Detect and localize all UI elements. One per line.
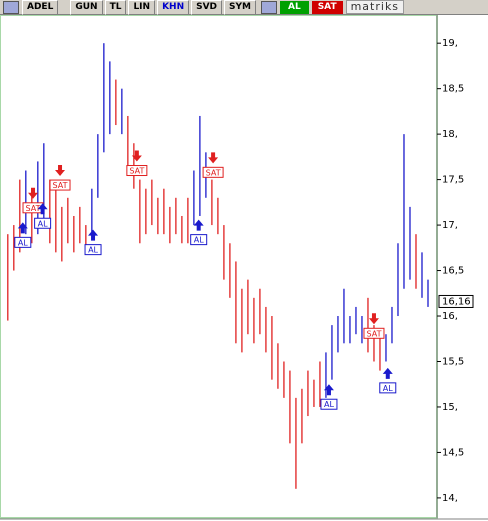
signal-box	[34, 217, 52, 229]
signal-box	[379, 382, 397, 394]
last-price-box	[438, 294, 474, 308]
sell-button[interactable]: SAT	[311, 0, 343, 14]
buy-button[interactable]: AL	[280, 0, 309, 14]
toolbar-icon[interactable]	[261, 0, 277, 14]
signal-label: AL	[383, 384, 393, 393]
brand: matriks	[345, 0, 405, 14]
signal: AL	[190, 219, 208, 246]
signal-box	[190, 234, 208, 246]
y-tick-label: 17,	[442, 220, 458, 231]
sell-arrow	[208, 152, 219, 164]
signal: AL	[34, 203, 52, 229]
signal: AL	[320, 384, 338, 410]
buy-arrow	[382, 367, 393, 379]
signal-label: SAT	[129, 167, 144, 176]
signal-label: SAT	[26, 204, 41, 213]
signal-label: AL	[38, 219, 48, 228]
signal-box	[363, 327, 385, 339]
signal-box	[320, 398, 338, 410]
signal-box	[14, 236, 32, 248]
y-tick-label: 14,5	[442, 447, 464, 458]
buy-arrow	[193, 219, 204, 231]
signal-label: SAT	[53, 181, 68, 190]
y-tick-label: 17,5	[442, 175, 464, 186]
y-tick-label: 18,5	[442, 84, 464, 95]
signal: AL	[379, 367, 397, 394]
sell-arrow	[131, 150, 142, 162]
y-tick-label: 15,	[442, 402, 458, 413]
toolbar-button[interactable]: LIN	[128, 0, 156, 15]
y-tick-label: 16,	[442, 311, 458, 322]
toolbar-button[interactable]: SYM	[224, 0, 256, 15]
y-tick-label: 16,5	[442, 266, 464, 277]
last-price-label: 16,16	[442, 296, 471, 307]
signal: AL	[84, 229, 102, 256]
toolbar-button[interactable]: SVD	[191, 0, 223, 15]
signal-label: AL	[194, 236, 204, 245]
signal: AL	[14, 222, 32, 248]
buy-arrow	[323, 384, 334, 396]
buy-arrow	[17, 222, 28, 234]
y-tick-label: 15,5	[442, 356, 464, 367]
signal-box	[126, 165, 148, 177]
y-tick-label: 14,	[442, 493, 458, 504]
y-tick-label: 19,	[442, 38, 458, 49]
sell-arrow	[28, 187, 39, 199]
signal-label: SAT	[206, 168, 221, 177]
toolbar-button[interactable]: TL	[104, 0, 127, 15]
toolbar-button[interactable]: KHN	[157, 0, 190, 15]
signal: SAT	[49, 165, 71, 191]
symbol[interactable]: ADEL	[22, 0, 59, 15]
signal-label: AL	[324, 400, 334, 409]
plot-frame	[0, 14, 438, 519]
signal: SAT	[363, 313, 385, 339]
buy-arrow	[88, 229, 99, 241]
signal-label: SAT	[366, 329, 381, 338]
signal: SAT	[126, 150, 148, 177]
toolbar-icon[interactable]	[3, 0, 19, 14]
signal-box	[49, 179, 71, 191]
buy-arrow	[37, 203, 48, 215]
toolbar-buttons: GUN TL LIN KHN SVD SYM	[70, 0, 258, 15]
signal-label: AL	[88, 246, 98, 255]
signal-box	[202, 166, 224, 178]
toolbar-button[interactable]: GUN	[70, 0, 103, 15]
signal: SAT	[202, 152, 224, 178]
signal-label: AL	[18, 238, 28, 247]
signal-box	[84, 244, 102, 256]
toolbar: ADEL GUN TL LIN KHN SVD SYM AL SAT matriks	[0, 0, 488, 15]
sell-arrow	[368, 313, 379, 325]
y-tick-label: 18,	[442, 129, 458, 140]
sell-arrow	[55, 165, 66, 177]
